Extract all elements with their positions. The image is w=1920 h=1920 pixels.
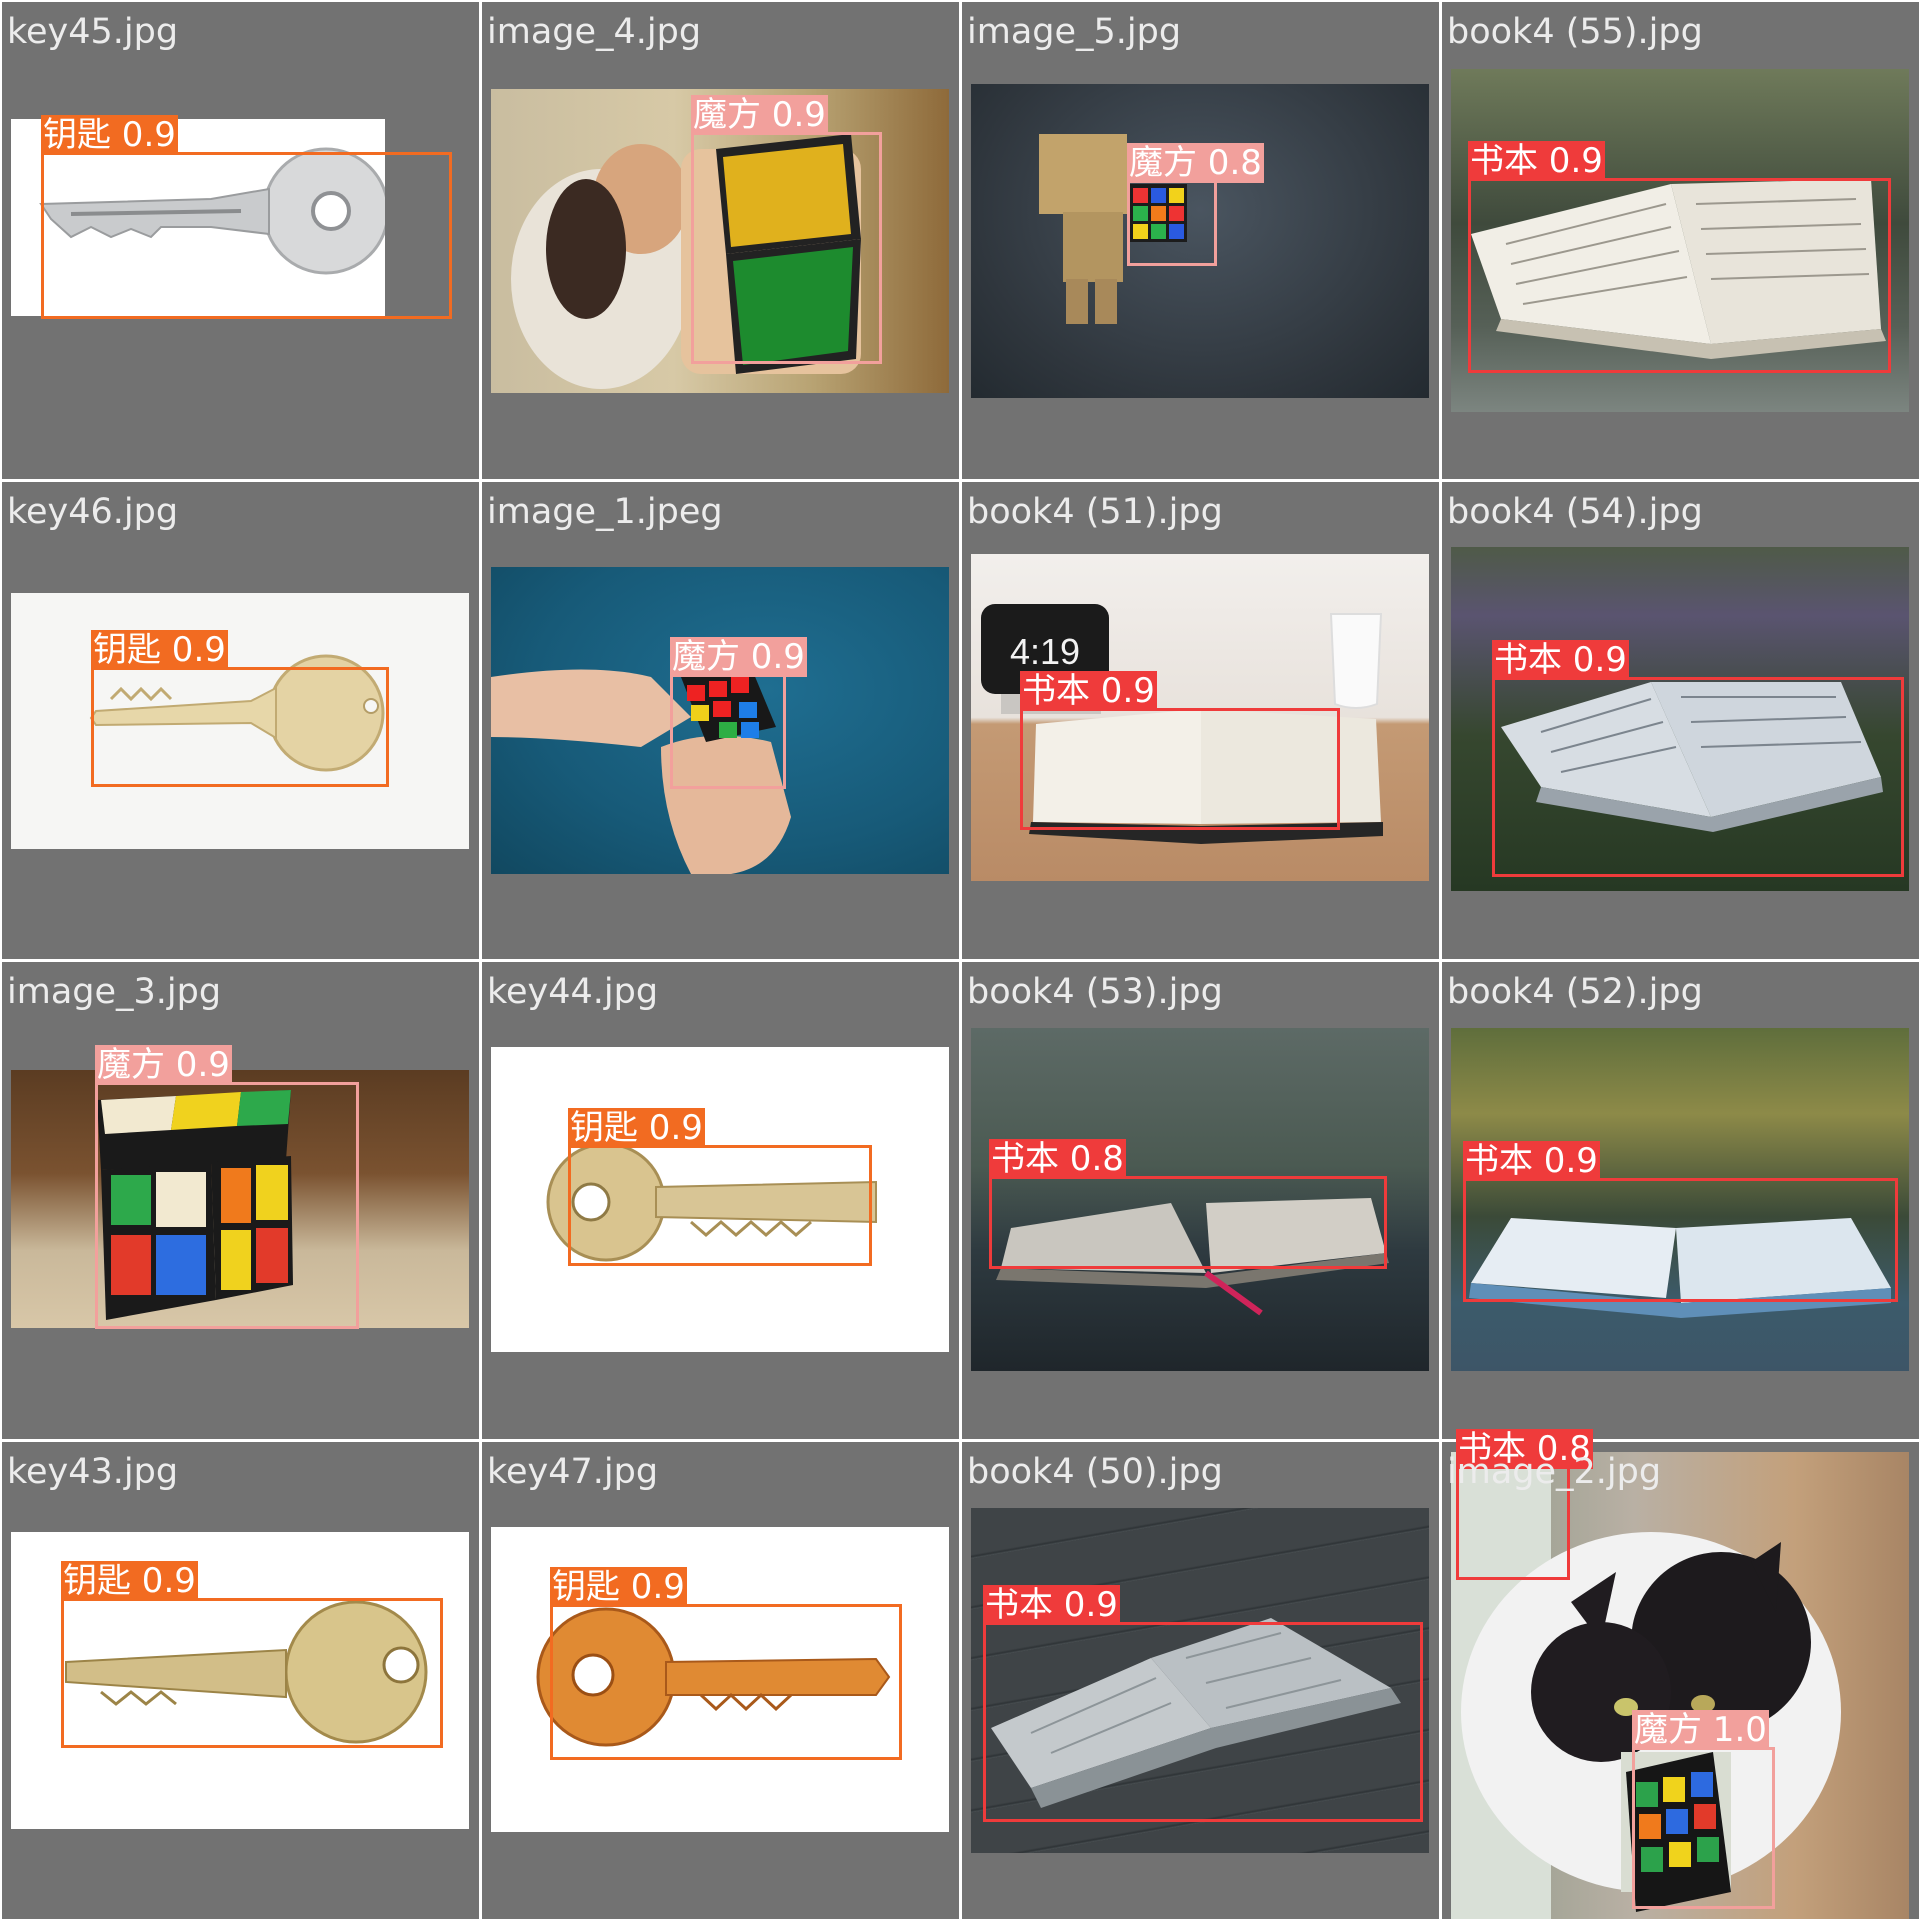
grid-cell-book4-53[interactable]: book4 (53).jpg 书本 0.8 [962,962,1439,1439]
detection-label: 钥匙 0.9 [568,1108,705,1148]
clock-text: 4:19 [1010,631,1080,672]
grid-cell-image-2[interactable]: image_2.jpg 书本 0.8 魔方 1.0 [1442,1429,1919,1919]
detection-label: 书本 0.8 [989,1139,1126,1179]
filename-label: book4 (50).jpg [967,1452,1223,1492]
detection-box-book[interactable]: 书本 0.9 [1492,640,1904,877]
photo-cube-toybox [971,84,1429,398]
photo-book-dark [971,1028,1429,1371]
filename-label: book4 (55).jpg [1447,12,1703,52]
filename-label: book4 (53).jpg [967,972,1223,1012]
detection-label: 钥匙 0.9 [550,1567,687,1607]
photo-book-desk: 4:19 [971,554,1429,881]
photo-book-grass [1451,547,1909,891]
grid-cell-key43[interactable]: key43.jpg 钥匙 0.9 [2,1442,479,1919]
detection-label: 书本 0.9 [1492,640,1629,680]
photo-key-silver [11,119,385,316]
photo-key-brass-left [491,1047,949,1352]
detection-label: 书本 0.9 [1020,671,1157,711]
detection-box-book[interactable]: 书本 0.8 [989,1139,1387,1269]
grid-cell-key45[interactable]: key45.jpg 钥匙 0.9 [2,2,479,479]
filename-label: key45.jpg [7,12,179,52]
filename-label: image_1.jpeg [487,492,723,532]
photo-cube-big [11,1070,469,1328]
filename-label: key46.jpg [7,492,179,532]
filename-label: image_2.jpg [1447,1452,1662,1492]
detection-box-cube[interactable]: 魔方 1.0 [1632,1710,1775,1909]
photo-cube-hands [491,567,949,874]
grid-cell-image-5[interactable]: image_5.jpg 魔方 0.8 [962,2,1439,479]
filename-label: key47.jpg [487,1452,659,1492]
grid-cell-book4-54[interactable]: book4 (54).jpg 书本 0.9 [1442,482,1919,959]
detection-label: 魔方 0.8 [1127,143,1264,183]
photo-key-gold [11,1532,469,1829]
grid-cell-key46[interactable]: key46.jpg 钥匙 0.9 [2,482,479,959]
detection-box-key[interactable]: 钥匙 0.9 [61,1561,443,1748]
detection-box-book[interactable]: 书本 0.9 [1463,1141,1898,1302]
grid-cell-book4-52[interactable]: book4 (52).jpg 书本 0.9 [1442,962,1919,1439]
grid-cell-book4-55[interactable]: book4 (55).jpg 书本 0.9 [1442,2,1919,479]
filename-label: image_3.jpg [7,972,222,1012]
filename-label: key43.jpg [7,1452,179,1492]
photo-cube-person [491,89,949,393]
detection-label: 魔方 1.0 [1632,1710,1769,1750]
detection-box-cube[interactable]: 魔方 0.9 [95,1045,359,1329]
detection-box-key[interactable]: 钥匙 0.9 [550,1567,902,1760]
photo-book-wood [971,1508,1429,1853]
detection-label: 钥匙 0.9 [61,1561,198,1601]
detection-label: 钥匙 0.9 [41,115,178,155]
detection-box-book[interactable]: 书本 0.9 [1468,141,1891,373]
grid-cell-key44[interactable]: key44.jpg 钥匙 0.9 [482,962,959,1439]
detection-label: 魔方 0.9 [670,637,807,677]
grid-cell-image-3[interactable]: image_3.jpg 魔方 0.9 [2,962,479,1439]
detection-box-book[interactable]: 书本 0.9 [1020,671,1340,830]
grid-cell-image-4[interactable]: image_4.jpg 魔方 0.9 [482,2,959,479]
photo-cat-cube [1451,1452,1909,1919]
detection-box-key[interactable]: 钥匙 0.9 [91,630,389,787]
detection-label: 书本 0.9 [983,1585,1120,1625]
detection-box-cube[interactable]: 魔方 0.9 [670,637,807,789]
detection-label: 书本 0.8 [1456,1429,1593,1469]
filename-label: book4 (51).jpg [967,492,1223,532]
photo-book [1451,69,1909,412]
filename-label: image_5.jpg [967,12,1182,52]
detection-box-cube[interactable]: 魔方 0.8 [1127,143,1264,266]
filename-label: key44.jpg [487,972,659,1012]
grid-cell-key47[interactable]: key47.jpg 钥匙 0.9 [482,1442,959,1919]
detection-box-key[interactable]: 钥匙 0.9 [568,1108,872,1266]
detection-box-key[interactable]: 钥匙 0.9 [41,115,452,319]
filename-label: book4 (54).jpg [1447,492,1703,532]
photo-book-blue [1451,1028,1909,1371]
detection-label: 魔方 0.9 [95,1045,232,1085]
detection-box-book[interactable]: 书本 0.9 [983,1585,1423,1822]
detection-box-book[interactable]: 书本 0.8 [1456,1429,1593,1580]
filename-label: book4 (52).jpg [1447,972,1703,1012]
grid-cell-book4-51[interactable]: book4 (51).jpg 4:19 书本 0.9 [962,482,1439,959]
detection-label: 书本 0.9 [1468,141,1605,181]
detection-box-cube[interactable]: 魔方 0.9 [691,95,882,364]
detection-label: 书本 0.9 [1463,1141,1600,1181]
grid-cell-image-1[interactable]: image_1.jpeg 魔方 0.9 [482,482,959,959]
grid-cell-book4-50[interactable]: book4 (50).jpg 书本 0.9 [962,1442,1439,1919]
detection-label: 魔方 0.9 [691,95,828,135]
filename-label: image_4.jpg [487,12,702,52]
detection-label: 钥匙 0.9 [91,630,228,670]
